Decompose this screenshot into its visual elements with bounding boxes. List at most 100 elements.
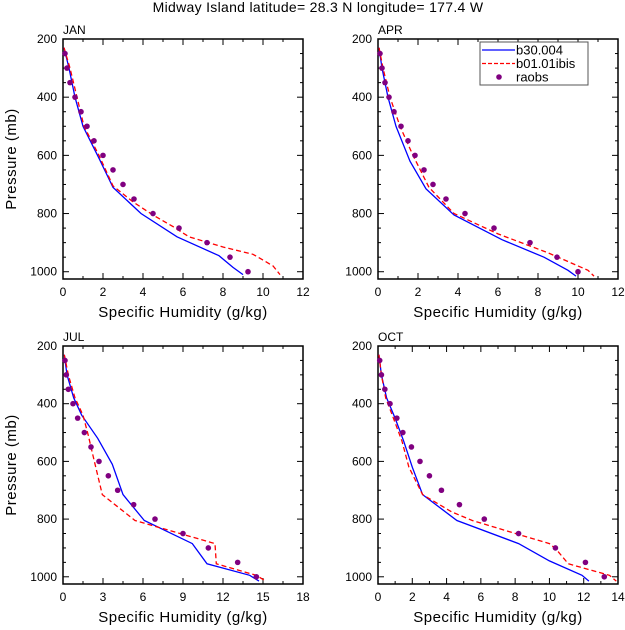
x-tick-label: 6 [140, 590, 147, 604]
x-tick-label: 2 [409, 590, 416, 604]
x-tick-label: 0 [375, 285, 382, 299]
raobs-point [421, 167, 427, 173]
raobs-point [180, 530, 186, 537]
raobs-point [227, 254, 233, 260]
raobs-point [552, 545, 559, 551]
y-tick-label: 200 [352, 339, 372, 353]
y-tick-label: 600 [352, 148, 372, 162]
x-tick-label: 9 [180, 590, 187, 604]
raobs-point [91, 138, 97, 144]
x-tick-label: 4 [140, 285, 147, 299]
raobs-point [105, 473, 112, 479]
raobs-point [398, 123, 404, 130]
plot-frame [62, 345, 304, 585]
raobs-point [150, 210, 156, 217]
x-tick-label: 6 [478, 590, 485, 604]
raobs-point [64, 65, 70, 71]
raobs-point [70, 400, 76, 407]
raobs-point [78, 108, 84, 115]
x-axis-title: Specific Humidity (g/kg) [98, 609, 268, 626]
panel-label: APR [378, 23, 403, 37]
y-tick-label: 600 [352, 454, 372, 468]
x-tick-label: 8 [535, 285, 542, 299]
series-line-b01-01ibis [63, 354, 267, 582]
series-line-b30-004 [63, 47, 244, 276]
y-tick-label: 200 [352, 32, 372, 46]
series-line-b30-004 [378, 47, 577, 277]
raobs-point [379, 65, 385, 71]
panel-label: JAN [63, 23, 86, 37]
y-tick-label: 800 [352, 512, 372, 526]
y-tick-label: 400 [37, 90, 57, 104]
x-tick-label: 0 [375, 590, 382, 604]
y-axis-title: Pressure (mb) [3, 108, 20, 210]
raobs-point [65, 386, 72, 393]
raobs-point [114, 487, 121, 494]
series-line-b30-004 [378, 354, 590, 582]
x-tick-label: 6 [495, 285, 502, 299]
x-tick-label: 8 [220, 285, 227, 299]
raobs-point [234, 559, 241, 566]
y-tick-label: 800 [37, 207, 57, 221]
x-tick-label: 8 [512, 590, 519, 604]
x-tick-label: 2 [100, 285, 107, 299]
raobs-point [582, 559, 589, 566]
raobs-point [391, 108, 397, 115]
raobs-point [408, 444, 415, 450]
raobs-point [426, 473, 433, 479]
legend-marker-raobs [496, 74, 502, 80]
y-tick-label: 600 [37, 148, 57, 162]
y-tick-label: 200 [37, 32, 57, 46]
raobs-point [120, 181, 126, 188]
y-tick-label: 600 [37, 454, 57, 468]
x-tick-label: 18 [296, 590, 310, 604]
x-tick-label: 12 [216, 590, 230, 604]
raobs-point [412, 152, 418, 159]
raobs-point [62, 357, 68, 364]
raobs-point [176, 225, 182, 231]
raobs-point [443, 196, 449, 202]
x-tick-label: 6 [180, 285, 187, 299]
raobs-point [378, 372, 385, 378]
panel-jan: JAN 0 2 4 6 8 10 12 200 400 600 800 1000 Specific Hum… [3, 23, 310, 321]
series-line-b01-01ibis [378, 354, 617, 582]
legend-label: b30.004 [516, 43, 563, 58]
raobs-point [515, 530, 522, 537]
y-axis-title: Pressure (mb) [3, 414, 20, 516]
raobs-point [110, 167, 116, 173]
raobs-point [130, 501, 137, 508]
raobs-point [100, 152, 106, 159]
plot-frame [377, 345, 619, 585]
y-tick-label: 400 [352, 397, 372, 411]
x-tick-label: 14 [611, 590, 625, 604]
y-tick-label: 400 [352, 90, 372, 104]
x-tick-label: 4 [443, 590, 450, 604]
y-tick-label: 800 [352, 207, 372, 221]
raobs-point [152, 516, 158, 522]
raobs-point [438, 487, 445, 494]
raobs-point [430, 181, 436, 188]
x-tick-label: 12 [577, 590, 591, 604]
raobs-point [63, 372, 70, 378]
y-tick-label: 1000 [30, 265, 57, 279]
raobs-point [74, 415, 81, 421]
x-tick-label: 12 [611, 285, 625, 299]
raobs-point [456, 501, 463, 508]
raobs-point [62, 50, 68, 57]
raobs-point [67, 79, 73, 86]
y-tick-label: 1000 [30, 570, 57, 584]
raobs-point [601, 573, 608, 580]
raobs-point [405, 138, 411, 144]
raobs-point [72, 94, 78, 100]
panel-label: JUL [63, 330, 85, 344]
legend-label: raobs [516, 70, 549, 85]
legend-label: b01.01ibis [516, 56, 576, 71]
raobs-point [554, 254, 560, 260]
raobs-point [417, 458, 423, 465]
y-tick-label: 800 [37, 512, 57, 526]
raobs-point [394, 415, 400, 421]
x-tick-label: 0 [60, 285, 67, 299]
raobs-point [376, 357, 383, 364]
